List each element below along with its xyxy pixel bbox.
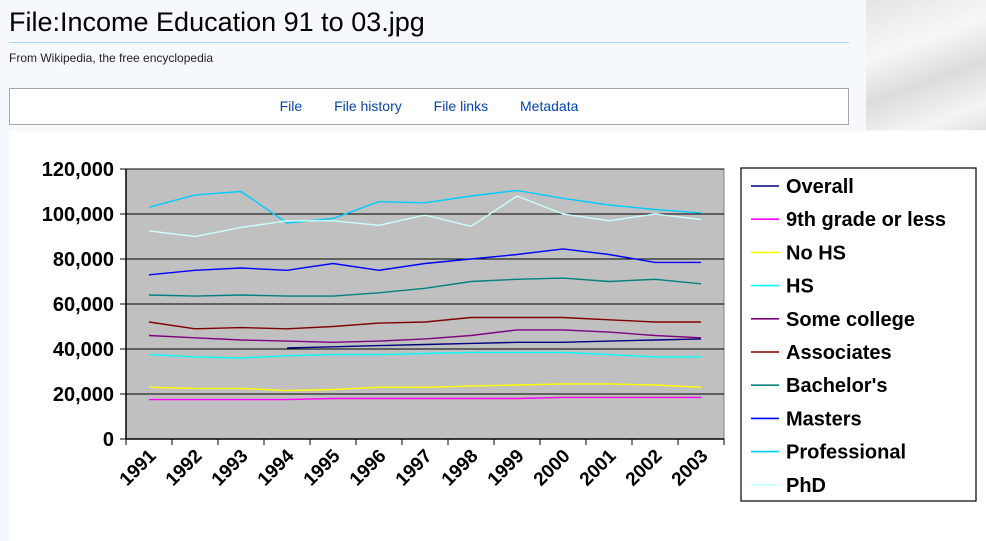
x-tick-label: 1993 bbox=[208, 446, 253, 491]
series-line-hs bbox=[148, 351, 701, 359]
title-divider bbox=[9, 42, 849, 43]
x-tick-label: 2000 bbox=[530, 446, 575, 491]
y-tick-label: 20,000 bbox=[53, 384, 114, 406]
legend-label: Professional bbox=[786, 442, 906, 464]
series-line-some-college bbox=[148, 329, 702, 344]
x-tick-label: 1991 bbox=[116, 445, 161, 490]
series-line-phd bbox=[148, 195, 702, 238]
series-line-9th-grade-or-less bbox=[149, 396, 701, 401]
file-tabs-bar: File File history File links Metadata bbox=[9, 88, 849, 125]
series-line-no-hs bbox=[148, 383, 702, 392]
page-title: File:Income Education 91 to 03.jpg bbox=[9, 7, 425, 37]
legend-label: PhD bbox=[786, 475, 826, 497]
income-education-chart: 0 20,000 40,000 60,000 80,000 100,000 120,000 1… bbox=[42, 159, 977, 502]
tab-file[interactable]: File bbox=[279, 98, 303, 114]
x-tick-label: 1994 bbox=[254, 445, 299, 490]
file-image[interactable]: 0 20,000 40,000 60,000 80,000 100,000 120,000 1… bbox=[9, 131, 986, 541]
tab-metadata[interactable]: Metadata bbox=[520, 98, 579, 114]
x-tick-label: 1992 bbox=[162, 446, 207, 491]
file-tabs: File File history File links Metadata bbox=[10, 98, 848, 114]
x-tick-label: 1997 bbox=[392, 446, 437, 491]
legend-box bbox=[740, 167, 977, 502]
legend-label: No HS bbox=[786, 242, 846, 264]
legend-label: 9th grade or less bbox=[786, 209, 946, 231]
series-line-overall bbox=[286, 338, 702, 349]
y-tick-label: 0 bbox=[103, 429, 114, 451]
site-subtitle: From Wikipedia, the free encyclopedia bbox=[9, 51, 214, 65]
y-tick-label: 120,000 bbox=[42, 159, 114, 181]
y-tick-label: 100,000 bbox=[42, 204, 114, 226]
series-line-masters bbox=[148, 248, 701, 276]
legend-label: Some college bbox=[786, 309, 915, 331]
x-tick-label: 2001 bbox=[576, 445, 621, 490]
tab-file-history[interactable]: File history bbox=[334, 98, 402, 114]
x-tick-label: 1999 bbox=[484, 446, 529, 491]
legend-label: HS bbox=[786, 276, 814, 298]
y-tick-label: 80,000 bbox=[53, 249, 114, 271]
legend-label: Overall bbox=[786, 176, 854, 198]
legend-label: Masters bbox=[786, 408, 862, 430]
series-line-associates bbox=[148, 316, 701, 330]
y-tick-label: 60,000 bbox=[53, 294, 114, 316]
x-tick-label: 1996 bbox=[346, 446, 391, 491]
x-tick-label: 1998 bbox=[438, 446, 483, 491]
series-line-bachelor-s bbox=[148, 277, 702, 297]
tab-file-links[interactable]: File links bbox=[433, 98, 489, 114]
legend-label: Associates bbox=[786, 342, 892, 364]
legend-label: Bachelor's bbox=[786, 375, 887, 397]
y-tick-label: 40,000 bbox=[53, 339, 114, 361]
x-tick-label: 1995 bbox=[300, 445, 345, 490]
x-tick-label: 2002 bbox=[622, 446, 667, 491]
x-tick-label: 2003 bbox=[668, 446, 713, 491]
decorative-background bbox=[866, 0, 986, 130]
series-line-professional bbox=[148, 189, 702, 224]
